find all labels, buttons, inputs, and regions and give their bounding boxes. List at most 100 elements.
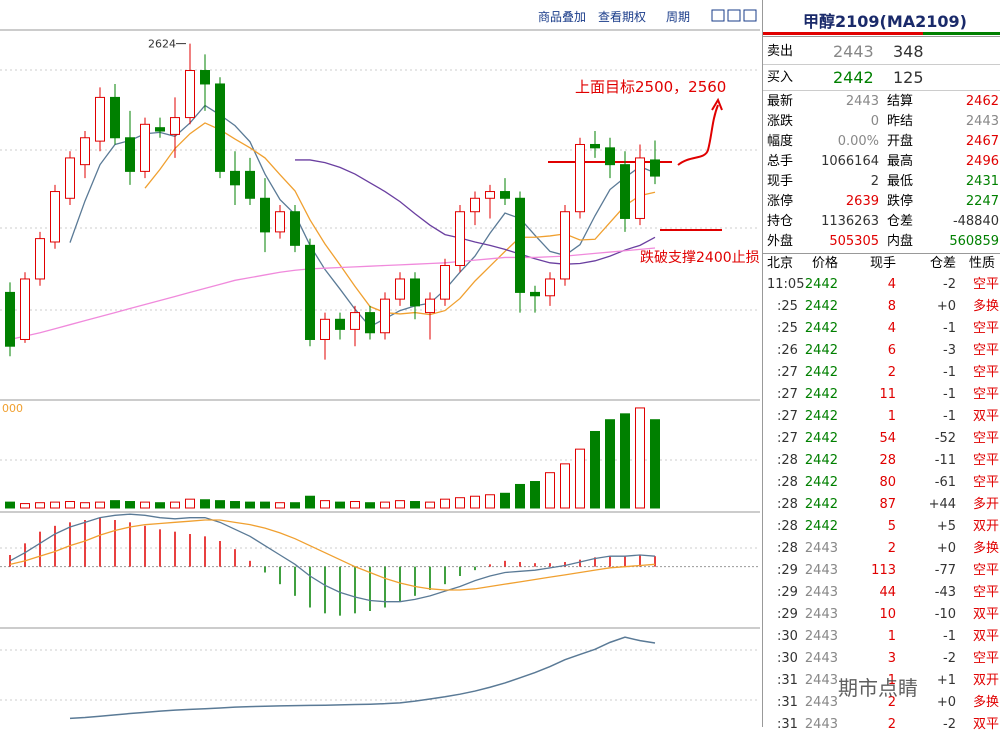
volume-bar (320, 500, 330, 509)
chart-bg (0, 0, 762, 727)
volume-bar (410, 501, 420, 509)
tick-row: 11:05 2442 4 -2 空平 (763, 275, 1000, 295)
volume-bar (485, 494, 495, 509)
volume-bar (200, 499, 210, 509)
stat-row: 涨跌 0 昨结 2443 (763, 112, 1000, 132)
watermark: 期市点睛 (838, 676, 918, 700)
tick-cell: 空平 (972, 651, 999, 666)
stat-value: 1136263 (821, 214, 879, 229)
tick-cell: -1 (943, 321, 956, 336)
tick-cell: 空平 (972, 321, 999, 336)
tick-cell: :28 (777, 519, 798, 534)
tick-row: :28 2442 28 -11 空平 (763, 451, 1000, 471)
volume-bar (350, 501, 360, 509)
volume-bar (575, 448, 585, 509)
candle-body (20, 278, 30, 340)
tick-row: :28 2443 2 +0 多换 (763, 539, 1000, 559)
toolbar-item[interactable]: 周期 (666, 10, 690, 24)
tick-cell: 6 (887, 343, 896, 358)
moving-average (9, 247, 656, 341)
tick-cell: 2 (887, 717, 896, 732)
tick-row: :30 2443 1 -1 双平 (763, 627, 1000, 647)
candle-body (320, 318, 330, 340)
candle-body (620, 164, 630, 219)
stat-row: 现手 2 最低 2431 (763, 172, 1000, 192)
tick-cell: 44 (879, 585, 896, 600)
tick-cell: 2442 (804, 519, 838, 534)
candle-body (50, 191, 60, 243)
stat-label: 开盘 (887, 134, 914, 149)
open-interest-line (69, 636, 656, 720)
tick-cell: 80 (879, 475, 896, 490)
tick-cell: 87 (879, 497, 896, 512)
candle-body (95, 96, 105, 142)
toolbar-icon[interactable] (743, 9, 757, 22)
tick-row: :26 2442 6 -3 空平 (763, 341, 1000, 361)
tick-cell: 28 (879, 453, 896, 468)
tick-cell: 8 (887, 299, 896, 314)
tick-header-cell: 价格 (811, 256, 838, 271)
tick-cell: 2442 (804, 497, 838, 512)
volume-bar (65, 501, 75, 509)
tick-cell: 2443 (804, 607, 838, 622)
tick-cell: :27 (777, 431, 798, 446)
tick-cell: 2443 (804, 629, 838, 644)
tick-cell: 双平 (972, 409, 999, 424)
quote-header: 甲醇2109(MA2109) (763, 0, 1000, 37)
tick-cell: 空平 (972, 365, 999, 380)
volume-bar (500, 492, 510, 509)
tick-cell: 54 (879, 431, 896, 446)
tick-cell: 2442 (804, 277, 838, 292)
tick-cell: 空平 (972, 585, 999, 600)
toolbar: 商品叠加 查看期权 周期 (538, 9, 757, 24)
candle-body (260, 197, 270, 233)
volume-bar (20, 503, 30, 509)
volume-bar (335, 501, 345, 509)
toolbar-item[interactable]: 商品叠加 (538, 9, 586, 24)
tick-row: :28 2442 5 +5 双开 (763, 517, 1000, 537)
stat-row: 外盘 505305 内盘 560859 (763, 232, 1000, 252)
tick-header-cell: 仓差 (929, 256, 956, 271)
candle-body (575, 143, 585, 213)
toolbar-item[interactable]: 查看期权 (598, 10, 646, 24)
tick-cell: :29 (777, 563, 798, 578)
tick-cell: 2 (887, 695, 896, 710)
candle-body (110, 96, 120, 139)
stat-label: 昨结 (887, 114, 914, 129)
candle-body (230, 170, 240, 186)
volume-bar (515, 483, 525, 509)
stat-label: 最新 (767, 94, 794, 109)
tick-cell: 10 (879, 607, 896, 622)
stat-label: 最高 (887, 154, 914, 169)
tick-cell: 2443 (804, 563, 838, 578)
volume-bar (530, 481, 540, 509)
order-label: 买入 (767, 70, 794, 85)
stat-value: 2443 (965, 114, 999, 129)
tick-header-cell: 性质 (968, 256, 995, 271)
tick-cell: 多换 (972, 695, 999, 710)
candle-body (515, 197, 525, 293)
tick-header-cell: 北京 (767, 256, 794, 271)
volume-bar (455, 497, 465, 509)
dea-line (9, 519, 656, 591)
tick-cell: -1 (943, 629, 956, 644)
stat-label: 总手 (767, 154, 794, 169)
tick-cell: 2442 (804, 299, 838, 314)
tick-cell: +0 (936, 541, 956, 556)
tick-row: :29 2443 113 -77 空平 (763, 561, 1000, 581)
order-volume: 348 (893, 42, 924, 61)
tick-cell: 2442 (804, 387, 838, 402)
toolbar-icon[interactable] (727, 9, 741, 22)
tick-cell: -1 (943, 409, 956, 424)
stat-value: 2639 (845, 194, 879, 209)
volume-bar (50, 501, 60, 509)
volume-bar (95, 501, 105, 509)
order-volume: 125 (893, 68, 924, 87)
tick-row: :27 2442 2 -1 空平 (763, 363, 1000, 383)
toolbar-icon[interactable] (711, 9, 725, 22)
title-bar (763, 32, 923, 35)
volume-bar (155, 502, 165, 509)
title-bar (923, 32, 1000, 35)
stat-label: 仓差 (887, 214, 914, 229)
tick-cell: 1 (887, 409, 896, 424)
